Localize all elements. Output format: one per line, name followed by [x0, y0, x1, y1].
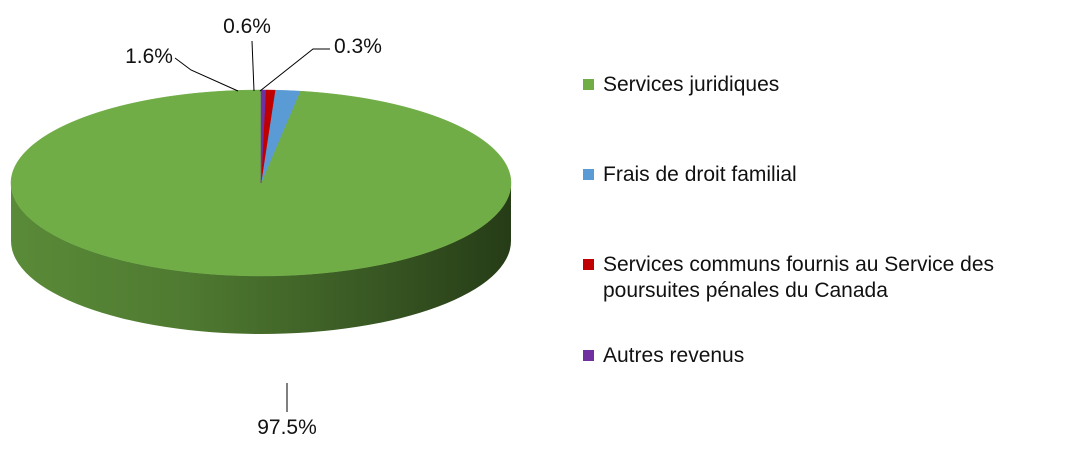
pie-side-wall [11, 183, 511, 334]
leader-line [174, 57, 239, 92]
legend-swatch [583, 350, 594, 361]
legend-item-services-communs: Services communs fournis au Service des … [583, 252, 1043, 304]
leader-line [251, 40, 255, 92]
legend-item-autres-revenus: Autres revenus [583, 343, 744, 369]
legend-swatch [583, 169, 594, 180]
legend-label: Frais de droit familial [603, 163, 797, 186]
data-label-services-juridiques: 97.5% [257, 416, 317, 439]
legend-item-services-juridiques: Services juridiques [583, 72, 779, 98]
data-label-services-communs-fournis-au-service-des-poursuites-penales-du-canada: 0.6% [223, 15, 271, 38]
data-label-frais-de-droit-familial: 1.6% [125, 45, 173, 68]
legend-swatch [583, 259, 594, 270]
legend-swatch [583, 79, 594, 90]
legend-label: Services juridiques [603, 73, 780, 96]
leader-line [259, 48, 330, 92]
data-label-autres-revenus: 0.3% [334, 35, 382, 58]
legend-label: Services communs fournis au Service des … [603, 253, 994, 302]
legend-label: Autres revenus [603, 344, 745, 367]
legend-item-frais-droit-familial: Frais de droit familial [583, 162, 797, 188]
